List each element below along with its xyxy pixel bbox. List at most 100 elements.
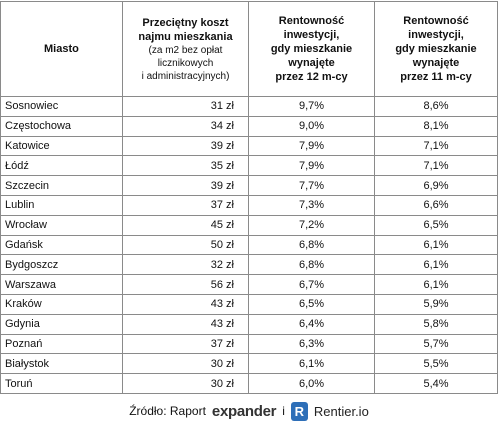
table-cell: Toruń bbox=[0, 373, 123, 394]
table-cell: 6,6% bbox=[374, 194, 498, 216]
table-cell: Warszawa bbox=[0, 274, 123, 295]
table-cell: 43 zł bbox=[122, 313, 249, 335]
header-line: wynajęte bbox=[412, 57, 460, 69]
table-cell: 7,3% bbox=[248, 194, 375, 216]
header-row: Miasto Przeciętny koszt najmu mieszkania (z… bbox=[0, 1, 498, 97]
table-cell: 6,8% bbox=[248, 254, 375, 276]
header-line: gdy mieszkanie bbox=[270, 43, 353, 55]
table-cell: Bydgoszcz bbox=[0, 254, 123, 276]
table-cell: 30 zł bbox=[122, 373, 249, 394]
table-row: Kraków 43 zł 6,5% 5,9% bbox=[0, 293, 498, 315]
table-row: Sosnowiec 31 zł 9,7% 8,6% bbox=[0, 96, 498, 117]
table-cell: 6,0% bbox=[248, 373, 375, 394]
header-line: inwestycji, bbox=[283, 29, 340, 41]
footer: Źródło: Raport expander i R Rentier.io bbox=[0, 400, 498, 422]
header-city: Miasto bbox=[0, 1, 123, 97]
table-cell: 7,1% bbox=[374, 155, 498, 177]
table-cell: Białystok bbox=[0, 353, 123, 375]
table-row: Gdańsk 50 zł 6,8% 6,1% bbox=[0, 234, 498, 256]
table-cell: 6,4% bbox=[248, 313, 375, 335]
table-cell: 9,0% bbox=[248, 115, 375, 137]
header-line: gdy mieszkanie bbox=[395, 43, 477, 55]
table-cell: 8,6% bbox=[374, 96, 498, 117]
table-cell: 7,2% bbox=[248, 214, 375, 236]
table-cell: 39 zł bbox=[122, 135, 249, 157]
table-cell: 6,1% bbox=[374, 254, 498, 276]
table-cell: Gdańsk bbox=[0, 234, 123, 256]
table-cell: 6,5% bbox=[248, 293, 375, 315]
table-cell: 50 zł bbox=[122, 234, 249, 256]
header-line: Przeciętny koszt bbox=[142, 16, 229, 29]
header-line: przez 12 m-cy bbox=[275, 71, 348, 83]
table-row: Łódź 35 zł 7,9% 7,1% bbox=[0, 155, 498, 177]
table-cell: Kraków bbox=[0, 293, 123, 315]
table-cell: 6,9% bbox=[374, 175, 498, 196]
table-cell: 32 zł bbox=[122, 254, 249, 276]
table-cell: 5,8% bbox=[374, 313, 498, 335]
rentier-logo-mark: R bbox=[290, 401, 308, 421]
table-cell: 31 zł bbox=[122, 96, 249, 117]
table-cell: 6,5% bbox=[374, 214, 498, 236]
header-line: inwestycji, bbox=[408, 29, 464, 41]
table-row: Gdynia 43 zł 6,4% 5,8% bbox=[0, 313, 498, 335]
table-row: Szczecin 39 zł 7,7% 6,9% bbox=[0, 175, 498, 196]
table-cell: Poznań bbox=[0, 333, 123, 355]
table-cell: 6,1% bbox=[374, 274, 498, 295]
header-line: wynajęte bbox=[288, 57, 335, 69]
table-body: Sosnowiec 31 zł 9,7% 8,6% Częstochowa 34 zł 9,… bbox=[0, 96, 498, 394]
table-row: Białystok 30 zł 6,1% 5,5% bbox=[0, 353, 498, 375]
header-note-line: i administracyjnych) bbox=[141, 70, 230, 82]
table-cell: 56 zł bbox=[122, 274, 249, 295]
table-cell: 5,5% bbox=[374, 353, 498, 375]
header-note-line: licznikowych bbox=[157, 57, 214, 69]
table-cell: 45 zł bbox=[122, 214, 249, 236]
table-cell: 7,1% bbox=[374, 135, 498, 157]
table-cell: 7,9% bbox=[248, 135, 375, 157]
table-cell: 6,1% bbox=[374, 234, 498, 256]
source-label: Źródło: Raport bbox=[129, 404, 206, 418]
table-cell: 6,7% bbox=[248, 274, 375, 295]
table-cell: 7,9% bbox=[248, 155, 375, 177]
table-cell: Katowice bbox=[0, 135, 123, 157]
header-line: Rentowność bbox=[278, 15, 345, 27]
header-note-line: (za m2 bez opłat bbox=[148, 44, 223, 56]
header-cost: Przeciętny koszt najmu mieszkania (za m2 b… bbox=[122, 1, 249, 97]
table-cell: Łódź bbox=[0, 155, 123, 177]
table-cell: 9,7% bbox=[248, 96, 375, 117]
table-cell: 39 zł bbox=[122, 175, 249, 196]
table-row: Lublin 37 zł 7,3% 6,6% bbox=[0, 194, 498, 216]
table-cell: 37 zł bbox=[122, 333, 249, 355]
table-cell: 37 zł bbox=[122, 194, 249, 216]
rentier-logo: Rentier.io bbox=[313, 403, 369, 419]
header-line: Rentowność bbox=[403, 15, 469, 27]
table-row: Poznań 37 zł 6,3% 5,7% bbox=[0, 333, 498, 355]
table-cell: 6,3% bbox=[248, 333, 375, 355]
table-row: Bydgoszcz 32 zł 6,8% 6,1% bbox=[0, 254, 498, 276]
table-cell: Lublin bbox=[0, 194, 123, 216]
rent-table: Miasto Przeciętny koszt najmu mieszkania (z… bbox=[0, 1, 498, 394]
table-cell: Sosnowiec bbox=[0, 96, 123, 117]
table-cell: 5,4% bbox=[374, 373, 498, 394]
table-cell: 6,1% bbox=[248, 353, 375, 375]
table-cell: 7,7% bbox=[248, 175, 375, 196]
table-cell: Wrocław bbox=[0, 214, 123, 236]
table-row: Wrocław 45 zł 7,2% 6,5% bbox=[0, 214, 498, 236]
table-row: Częstochowa 34 zł 9,0% 8,1% bbox=[0, 115, 498, 137]
expander-logo: expander bbox=[211, 402, 277, 420]
table-row: Katowice 39 zł 7,9% 7,1% bbox=[0, 135, 498, 157]
table-cell: Szczecin bbox=[0, 175, 123, 196]
table-cell: 8,1% bbox=[374, 115, 498, 137]
table-cell: 5,7% bbox=[374, 333, 498, 355]
table-cell: Częstochowa bbox=[0, 115, 123, 137]
header-line: przez 11 m-cy bbox=[400, 71, 472, 83]
table-cell: 5,9% bbox=[374, 293, 498, 315]
header-line: najmu mieszkania bbox=[138, 30, 233, 43]
header-yield11: Rentowność inwestycji, gdy mieszkanie wynaj… bbox=[374, 1, 498, 97]
table-cell: 43 zł bbox=[122, 293, 249, 315]
table-row: Warszawa 56 zł 6,7% 6,1% bbox=[0, 274, 498, 295]
table-cell: 30 zł bbox=[122, 353, 249, 375]
table-row: Toruń 30 zł 6,0% 5,4% bbox=[0, 373, 498, 394]
table-cell: Gdynia bbox=[0, 313, 123, 335]
header-yield12: Rentowność inwestycji, gdy mieszkanie wynaj… bbox=[248, 1, 375, 97]
